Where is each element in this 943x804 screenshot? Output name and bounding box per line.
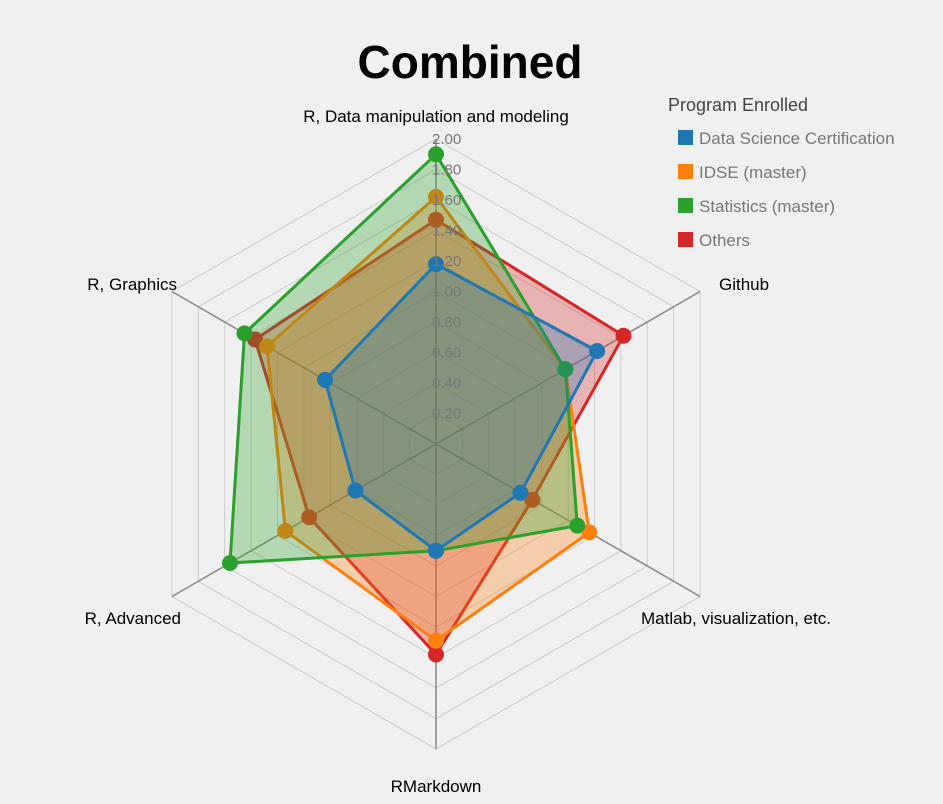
data-point[interactable] — [317, 371, 334, 388]
data-point[interactable] — [569, 517, 586, 534]
data-point[interactable] — [589, 343, 606, 359]
axis-label: Matlab, visualization, etc. — [641, 609, 831, 628]
tick-label: 1.20 — [432, 253, 461, 270]
data-point[interactable] — [557, 361, 574, 378]
legend-item[interactable]: Others — [678, 231, 750, 250]
legend-label: Data Science Certification — [699, 129, 895, 148]
tick-label: 1.40 — [432, 223, 461, 240]
legend-swatch — [678, 198, 693, 213]
tick-label: 0.20 — [432, 406, 461, 423]
axis-labels: R, Data manipulation and modeling Github M… — [85, 107, 831, 796]
tick-label: 0.60 — [432, 345, 461, 362]
data-point[interactable] — [277, 522, 294, 539]
radar-axes — [171, 139, 701, 749]
data-point[interactable] — [301, 509, 318, 526]
data-point[interactable] — [236, 325, 253, 342]
axis-label: R, Data manipulation and modeling — [303, 107, 569, 126]
radial-tick-labels: 0.20 0.40 0.60 0.80 1.00 1.20 1.40 1.60 1.80 2.00 — [432, 131, 461, 423]
data-point[interactable] — [428, 646, 444, 663]
data-point[interactable] — [428, 256, 444, 273]
radar-series — [222, 146, 632, 663]
data-point[interactable] — [259, 338, 275, 355]
data-point[interactable] — [524, 491, 541, 508]
axis-spoke — [435, 443, 701, 598]
data-point[interactable] — [512, 484, 529, 501]
data-point[interactable] — [347, 482, 364, 499]
legend-item[interactable]: IDSE (master) — [678, 163, 807, 182]
legend-swatch — [678, 232, 693, 247]
axis-label: Github — [719, 275, 769, 294]
tick-label: 2.00 — [432, 131, 461, 148]
tick-label: 0.80 — [432, 314, 461, 331]
axis-label: R, Graphics — [87, 275, 177, 294]
legend-swatch — [678, 164, 693, 179]
data-point[interactable] — [428, 188, 444, 205]
tick-label: 1.80 — [432, 162, 461, 179]
tick-label: 1.00 — [432, 284, 461, 301]
tick-label: 1.60 — [432, 192, 461, 209]
legend-item[interactable]: Data Science Certification — [678, 129, 895, 148]
chart-title: Combined — [358, 36, 583, 88]
data-point[interactable] — [428, 632, 444, 649]
series-0 — [247, 211, 632, 663]
legend-title: Program Enrolled — [668, 95, 808, 115]
data-point[interactable] — [222, 555, 238, 571]
legend-swatch — [678, 130, 693, 145]
legend-item[interactable]: Statistics (master) — [678, 197, 835, 216]
legend: Program Enrolled Data Science Certificat… — [668, 95, 895, 250]
legend-label: Statistics (master) — [699, 197, 835, 216]
tick-label: 0.40 — [432, 375, 461, 392]
axis-spoke — [171, 290, 437, 445]
series-3 — [317, 256, 606, 559]
data-point[interactable] — [428, 542, 444, 559]
axis-label: RMarkdown — [391, 777, 482, 796]
data-point[interactable] — [428, 146, 444, 163]
legend-label: Others — [699, 231, 750, 250]
data-point[interactable] — [428, 211, 444, 228]
axis-label: R, Advanced — [85, 609, 181, 628]
data-point[interactable] — [615, 327, 632, 344]
data-point[interactable] — [581, 524, 598, 541]
legend-label: IDSE (master) — [699, 163, 807, 182]
